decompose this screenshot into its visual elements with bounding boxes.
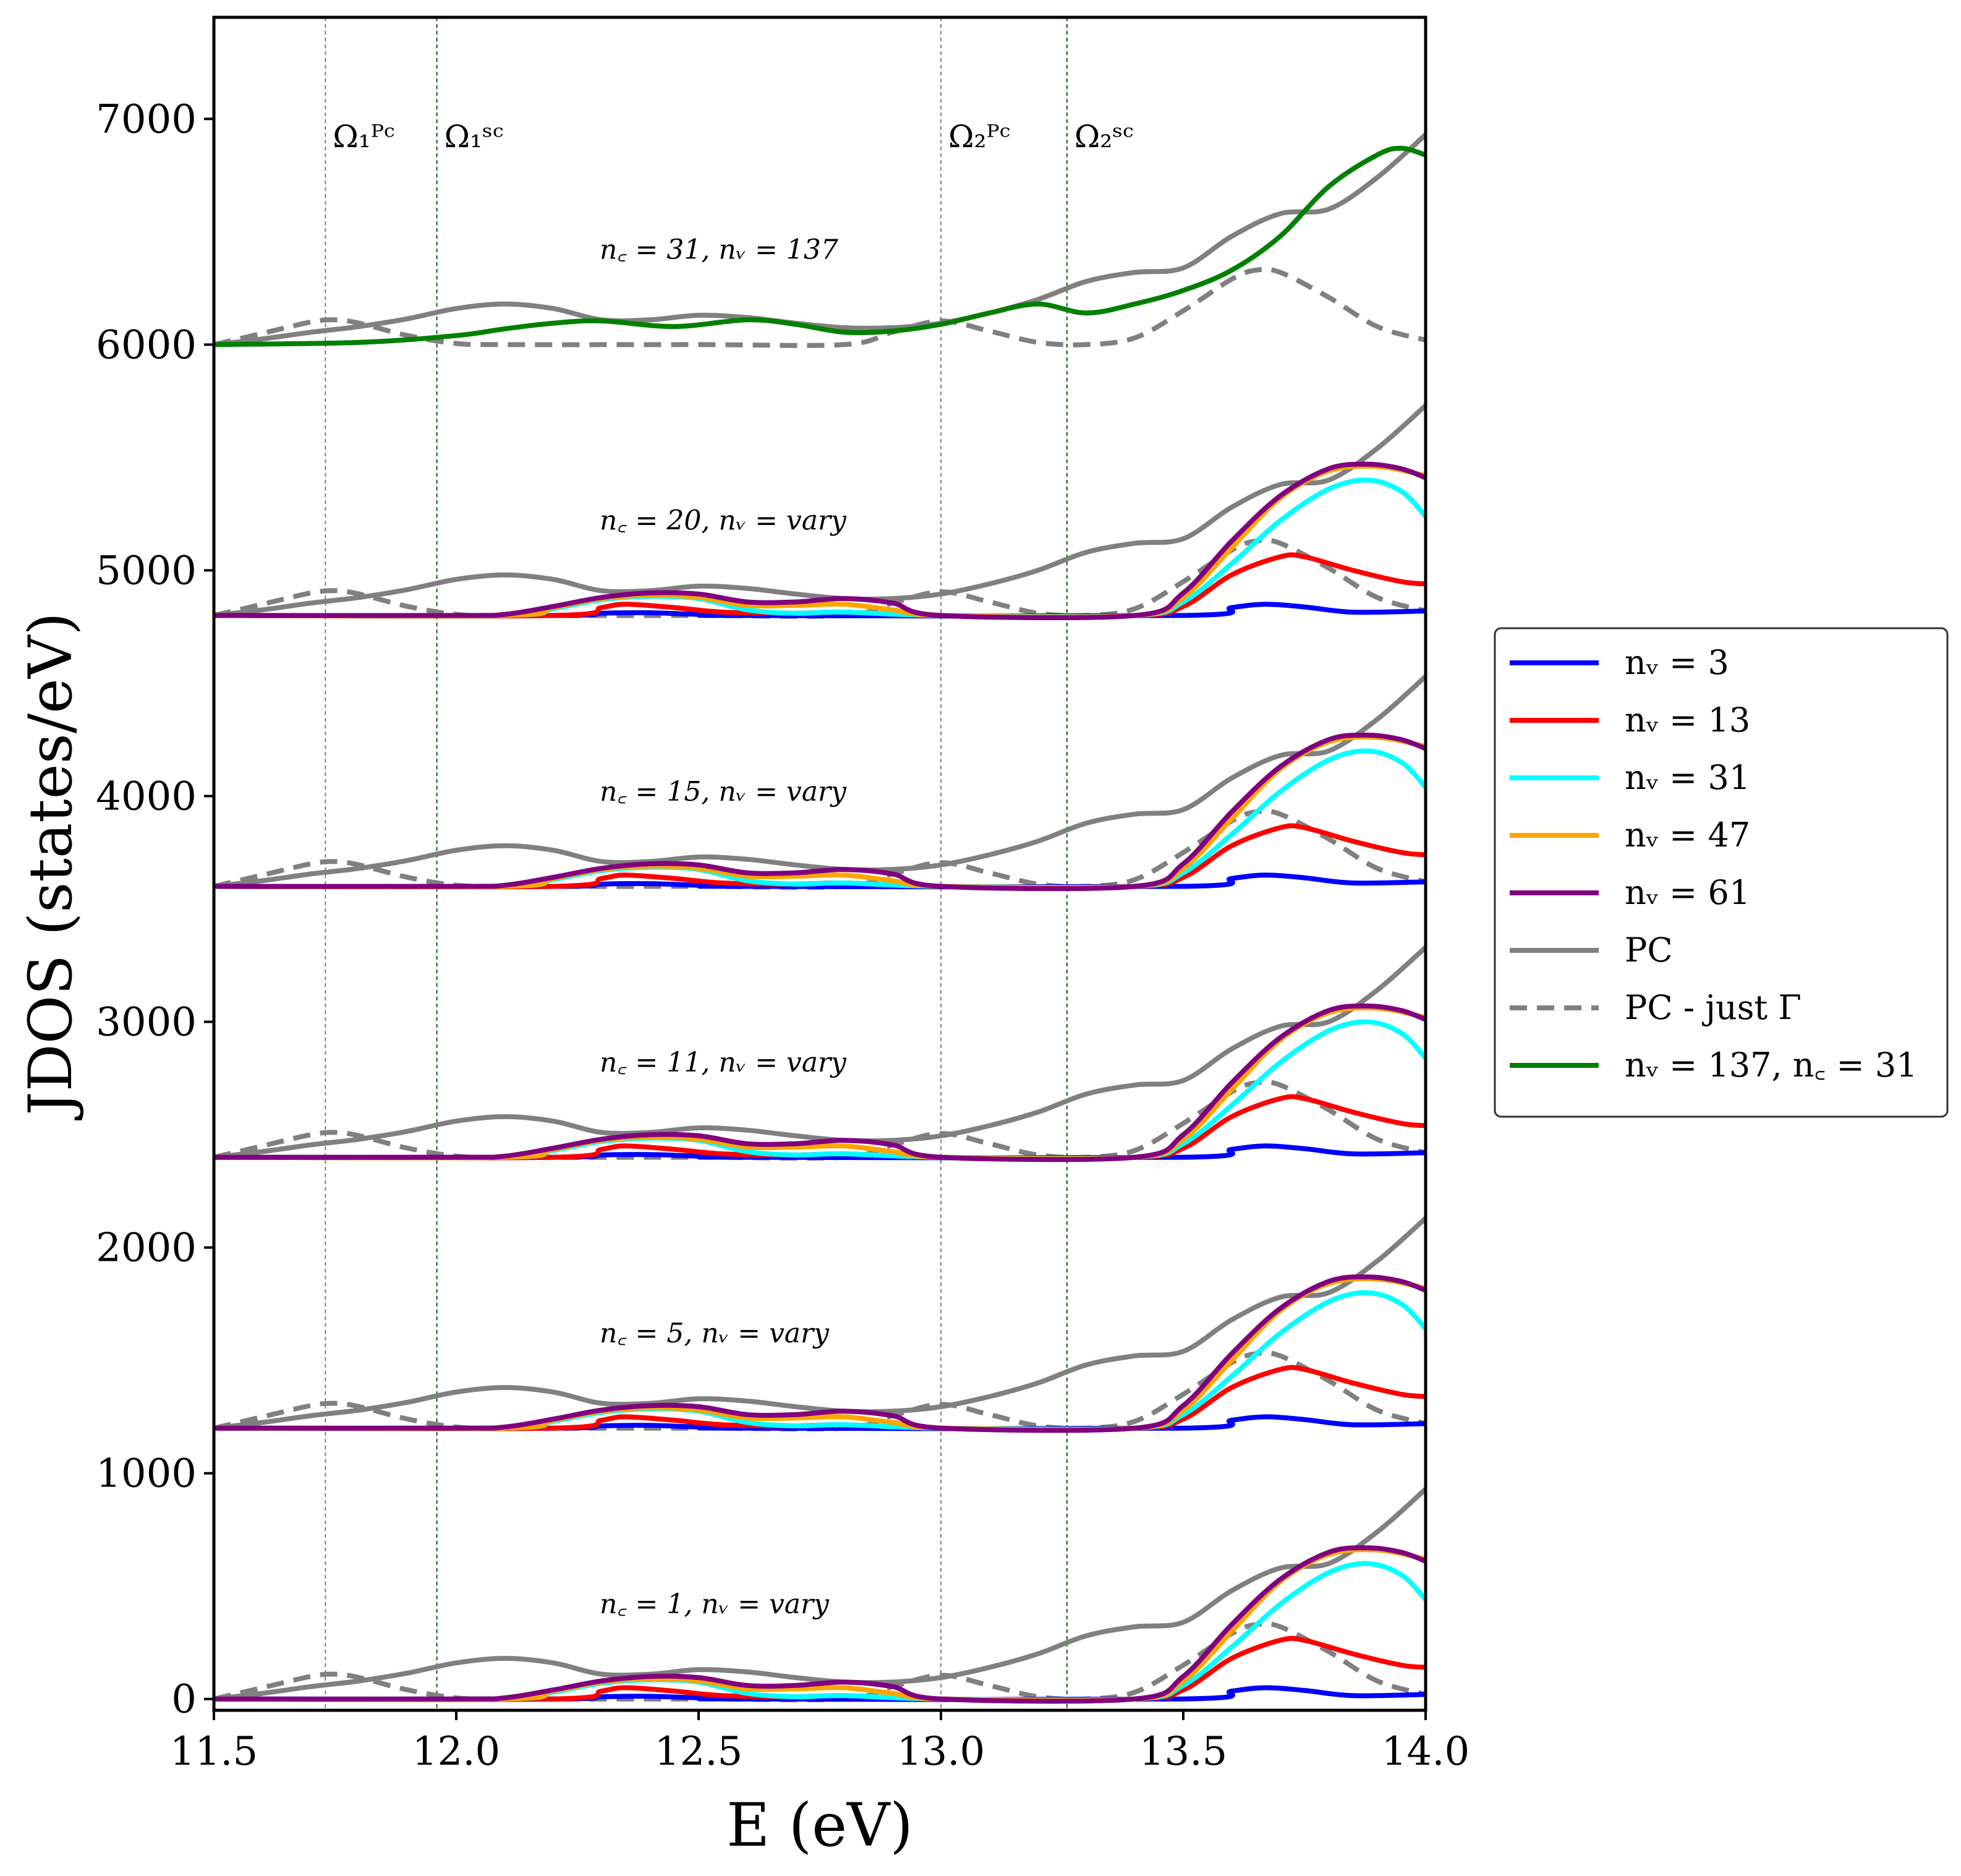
y-tick-label-1: 1000	[96, 1451, 197, 1497]
y-tick-label-7: 7000	[96, 96, 197, 142]
y-tick-label-4: 4000	[96, 774, 197, 819]
series-4-curve-4	[214, 461, 1426, 621]
y-tick-label-5: 5000	[96, 548, 197, 594]
legend-label-7: nᵥ = 137, n꜀ = 31	[1625, 1046, 1918, 1085]
panel-annotation-1: n꜀ = 5, nᵥ = vary	[600, 1318, 830, 1349]
x-axis-title: E (eV)	[726, 1791, 913, 1860]
panel-annotation-3: n꜀ = 15, nᵥ = vary	[600, 776, 847, 808]
panel-annotation-0: n꜀ = 1, nᵥ = vary	[600, 1588, 830, 1620]
legend-label-1: nᵥ = 13	[1625, 701, 1750, 740]
panel-annotation-4: n꜀ = 20, nᵥ = vary	[600, 505, 847, 537]
reference-line-label-3: Ω₂ˢᶜ	[1074, 119, 1134, 155]
series-4-curve-0	[214, 1545, 1426, 1704]
legend: nᵥ = 3 nᵥ = 13 nᵥ = 31 nᵥ = 47 nᵥ = 61 PC PC -…	[1494, 627, 1949, 1118]
panel-annotation-5: n꜀ = 31, nᵥ = 137	[600, 234, 838, 266]
series-5-curve-0	[214, 145, 1426, 347]
y-axis-title: JDOS (states/eV)	[16, 612, 85, 1121]
plot-frame	[212, 15, 1427, 1712]
x-tick-label-5: 14.0	[1382, 1729, 1470, 1775]
reference-line-label-1: Ω₁ˢᶜ	[445, 119, 504, 155]
legend-label-2: nᵥ = 31	[1625, 758, 1750, 797]
x-tick-label-0: 11.5	[170, 1729, 258, 1775]
series-4-curve-3	[214, 732, 1426, 892]
legend-box	[1494, 627, 1949, 1118]
y-tick-label-6: 6000	[96, 322, 197, 368]
series-4-curve-1	[214, 1274, 1426, 1433]
x-tick-label-1: 12.0	[412, 1729, 501, 1775]
legend-label-4: nᵥ = 61	[1625, 873, 1750, 912]
pc-gamma-curve-panel-5	[214, 266, 1426, 348]
x-tick-label-4: 13.5	[1139, 1729, 1228, 1775]
legend-label-0: nᵥ = 3	[1625, 643, 1729, 682]
legend-label-3: nᵥ = 47	[1625, 816, 1750, 855]
y-tick-label-3: 3000	[96, 1000, 197, 1046]
x-tick-label-2: 12.5	[655, 1729, 743, 1775]
x-tick-label-3: 13.0	[897, 1729, 985, 1775]
y-tick-label-2: 2000	[96, 1226, 197, 1271]
legend-label-6: PC - just Γ	[1625, 988, 1801, 1027]
series-4-curve-2	[214, 1003, 1426, 1162]
legend-label-5: PC	[1625, 931, 1673, 970]
panel-annotation-2: n꜀ = 11, nᵥ = vary	[600, 1047, 847, 1078]
reference-line-label-2: Ω₂ᴾᶜ	[948, 119, 1010, 155]
y-tick-label-0: 0	[171, 1677, 197, 1723]
reference-line-label-0: Ω₁ᴾᶜ	[333, 119, 394, 155]
pc-curve-panel-5	[214, 132, 1426, 347]
